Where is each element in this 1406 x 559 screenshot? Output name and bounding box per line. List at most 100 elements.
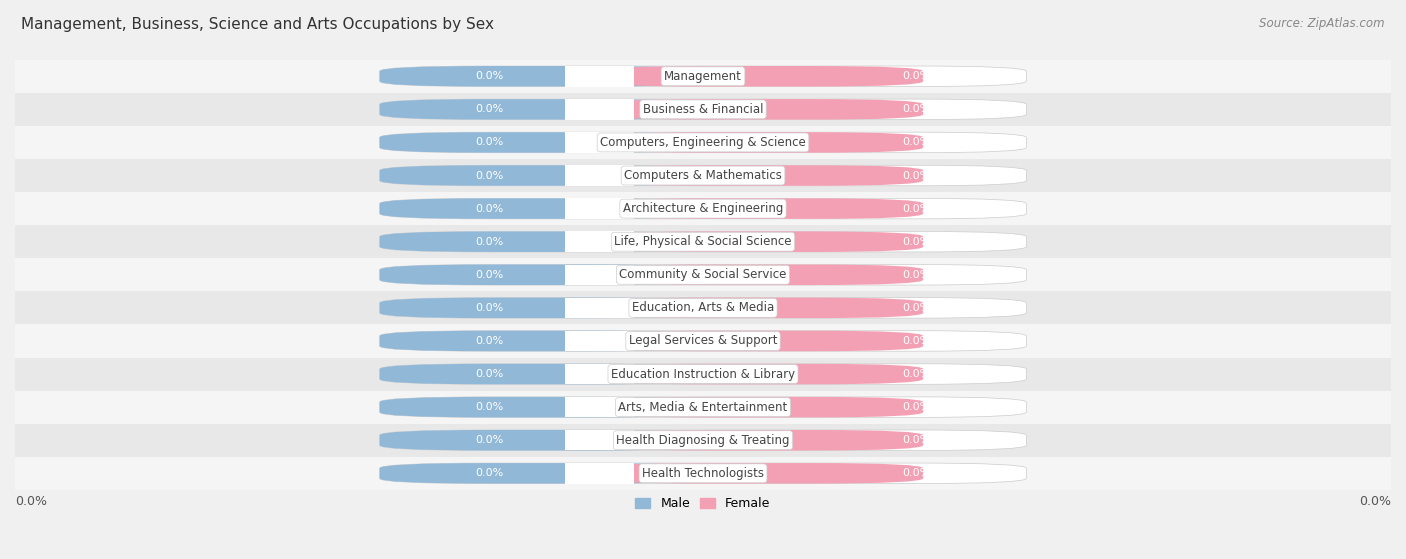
Bar [565, 99, 600, 120]
FancyBboxPatch shape [380, 297, 1026, 318]
Text: 0.0%: 0.0% [903, 402, 931, 412]
Bar [565, 430, 600, 451]
FancyBboxPatch shape [380, 66, 1026, 87]
Bar [600, 397, 634, 418]
FancyBboxPatch shape [600, 430, 924, 451]
Text: 0.0%: 0.0% [475, 270, 503, 280]
Text: 0.0%: 0.0% [903, 435, 931, 445]
Text: Management: Management [664, 70, 742, 83]
Bar [565, 66, 600, 87]
Text: 0.0%: 0.0% [475, 236, 503, 247]
FancyBboxPatch shape [600, 264, 924, 285]
Text: Computers & Mathematics: Computers & Mathematics [624, 169, 782, 182]
Text: Legal Services & Support: Legal Services & Support [628, 334, 778, 348]
FancyBboxPatch shape [600, 297, 924, 318]
Bar [15, 126, 1391, 159]
Bar [565, 132, 600, 153]
Text: 0.0%: 0.0% [15, 495, 46, 508]
Bar [15, 324, 1391, 358]
FancyBboxPatch shape [380, 198, 1026, 219]
Bar [600, 463, 634, 484]
FancyBboxPatch shape [380, 430, 703, 451]
Text: Source: ZipAtlas.com: Source: ZipAtlas.com [1260, 17, 1385, 30]
Bar [565, 231, 600, 252]
FancyBboxPatch shape [600, 132, 924, 153]
FancyBboxPatch shape [380, 297, 703, 318]
FancyBboxPatch shape [600, 331, 924, 351]
Text: Life, Physical & Social Science: Life, Physical & Social Science [614, 235, 792, 248]
Bar [15, 258, 1391, 291]
FancyBboxPatch shape [380, 99, 1026, 120]
Text: 0.0%: 0.0% [903, 170, 931, 181]
FancyBboxPatch shape [600, 99, 924, 120]
Bar [15, 225, 1391, 258]
FancyBboxPatch shape [380, 264, 703, 285]
Text: Health Technologists: Health Technologists [643, 467, 763, 480]
Bar [565, 297, 600, 318]
Bar [600, 364, 634, 384]
Bar [15, 358, 1391, 391]
Text: 0.0%: 0.0% [475, 203, 503, 214]
FancyBboxPatch shape [380, 132, 703, 153]
FancyBboxPatch shape [380, 132, 1026, 153]
FancyBboxPatch shape [600, 397, 924, 418]
Text: 0.0%: 0.0% [475, 369, 503, 379]
Text: Community & Social Service: Community & Social Service [619, 268, 787, 281]
Bar [15, 93, 1391, 126]
Text: 0.0%: 0.0% [475, 71, 503, 81]
FancyBboxPatch shape [380, 165, 1026, 186]
FancyBboxPatch shape [380, 364, 1026, 384]
Bar [600, 66, 634, 87]
Bar [600, 132, 634, 153]
FancyBboxPatch shape [380, 463, 703, 484]
Text: 0.0%: 0.0% [903, 303, 931, 313]
Text: 0.0%: 0.0% [903, 270, 931, 280]
FancyBboxPatch shape [600, 66, 924, 87]
FancyBboxPatch shape [380, 364, 703, 384]
FancyBboxPatch shape [380, 66, 703, 87]
FancyBboxPatch shape [380, 231, 1026, 252]
FancyBboxPatch shape [380, 463, 1026, 484]
Text: 0.0%: 0.0% [1360, 495, 1391, 508]
Bar [565, 331, 600, 351]
FancyBboxPatch shape [380, 397, 1026, 418]
Text: 0.0%: 0.0% [903, 369, 931, 379]
Text: 0.0%: 0.0% [475, 435, 503, 445]
Bar [565, 264, 600, 285]
Bar [565, 397, 600, 418]
Bar [565, 165, 600, 186]
Bar [565, 463, 600, 484]
Bar [600, 99, 634, 120]
Bar [15, 291, 1391, 324]
FancyBboxPatch shape [600, 364, 924, 384]
Text: 0.0%: 0.0% [903, 468, 931, 479]
Text: Education Instruction & Library: Education Instruction & Library [612, 368, 794, 381]
FancyBboxPatch shape [380, 99, 703, 120]
Text: Health Diagnosing & Treating: Health Diagnosing & Treating [616, 434, 790, 447]
Text: Computers, Engineering & Science: Computers, Engineering & Science [600, 136, 806, 149]
Text: Education, Arts & Media: Education, Arts & Media [631, 301, 775, 314]
Bar [600, 297, 634, 318]
Bar [565, 364, 600, 384]
Text: Arts, Media & Entertainment: Arts, Media & Entertainment [619, 401, 787, 414]
Text: 0.0%: 0.0% [475, 170, 503, 181]
Text: 0.0%: 0.0% [903, 236, 931, 247]
FancyBboxPatch shape [380, 397, 703, 418]
Text: 0.0%: 0.0% [903, 71, 931, 81]
Bar [600, 198, 634, 219]
Text: Architecture & Engineering: Architecture & Engineering [623, 202, 783, 215]
Text: 0.0%: 0.0% [903, 105, 931, 115]
Text: 0.0%: 0.0% [475, 138, 503, 148]
Text: 0.0%: 0.0% [903, 203, 931, 214]
Bar [600, 331, 634, 351]
FancyBboxPatch shape [380, 198, 703, 219]
Bar [15, 391, 1391, 424]
FancyBboxPatch shape [380, 331, 703, 351]
Text: Management, Business, Science and Arts Occupations by Sex: Management, Business, Science and Arts O… [21, 17, 494, 32]
Text: Business & Financial: Business & Financial [643, 103, 763, 116]
Text: 0.0%: 0.0% [903, 336, 931, 346]
Text: 0.0%: 0.0% [475, 336, 503, 346]
Legend: Male, Female: Male, Female [630, 491, 776, 517]
Bar [600, 430, 634, 451]
FancyBboxPatch shape [380, 430, 1026, 451]
